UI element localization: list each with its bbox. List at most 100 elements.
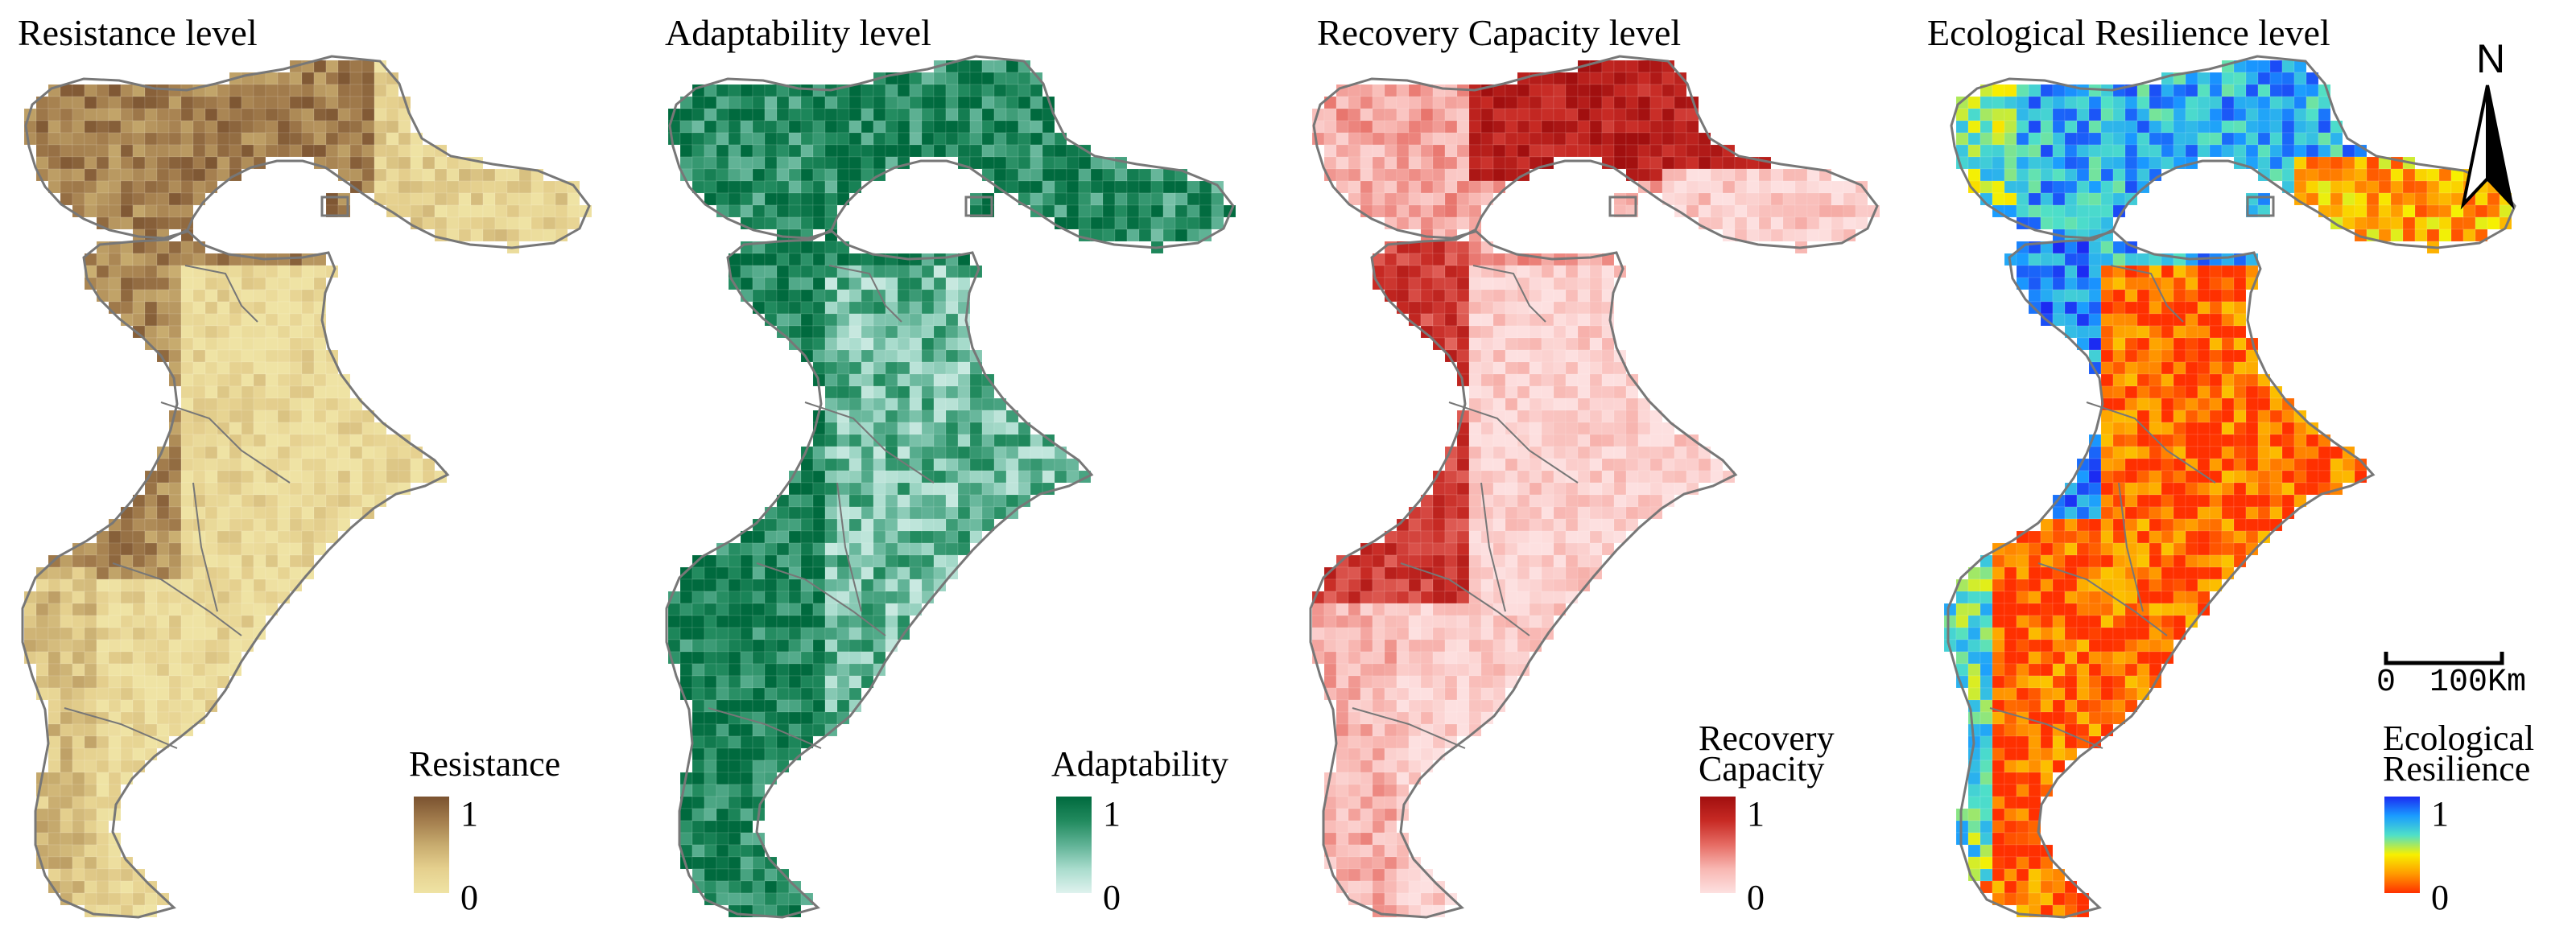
map-cell	[265, 361, 279, 375]
map-cell	[1468, 385, 1482, 399]
map-cell	[192, 397, 206, 411]
map-cell	[229, 96, 242, 109]
map-cell	[241, 120, 254, 134]
map-cell	[1601, 446, 1615, 459]
map-cell	[679, 591, 693, 604]
map-cell	[1565, 277, 1579, 290]
map-cell	[1396, 156, 1410, 170]
map-cell	[96, 265, 109, 278]
map-cell	[1480, 385, 1494, 399]
map-cell	[691, 735, 705, 749]
map-cell	[909, 566, 923, 580]
map-cell	[144, 265, 158, 278]
map-cell	[921, 422, 935, 435]
map-cell	[2112, 385, 2126, 399]
map-cell	[897, 96, 910, 109]
map-cell	[72, 808, 85, 821]
map-cell	[1384, 108, 1397, 121]
map-cell	[716, 144, 729, 158]
map-cell	[374, 482, 387, 496]
map-cell	[909, 518, 923, 532]
map-cell	[1505, 132, 1518, 146]
map-cell	[1408, 651, 1422, 665]
map-cell	[800, 325, 814, 339]
map-cell	[836, 446, 850, 459]
map-cell	[2088, 108, 2102, 121]
map-cell	[1553, 120, 1567, 134]
map-cell	[2112, 494, 2126, 508]
map-cell	[1432, 530, 1446, 544]
map-cell	[241, 373, 254, 387]
map-cell	[1480, 241, 1494, 254]
map-cell	[180, 711, 194, 725]
map-cell	[1979, 868, 1993, 882]
map-cell	[2064, 687, 2078, 701]
map-cell	[2052, 216, 2066, 230]
map-cell	[1456, 542, 1470, 556]
map-cell	[1674, 120, 1687, 134]
map-cell	[386, 96, 399, 109]
map-cell	[2173, 132, 2186, 146]
map-cell	[494, 216, 508, 230]
map-cell	[1384, 868, 1397, 882]
map-cell	[337, 458, 351, 471]
map-cell	[2040, 699, 2054, 713]
map-cell	[764, 301, 778, 315]
map-cell	[96, 108, 109, 121]
map-cell	[2149, 603, 2162, 616]
map-cell	[2112, 180, 2126, 194]
map-cell	[253, 325, 266, 339]
map-cell	[1420, 747, 1434, 761]
map-cell	[192, 301, 206, 315]
map-cell	[422, 156, 436, 170]
map-cell	[301, 518, 315, 532]
map-cell	[2100, 603, 2114, 616]
map-cell	[1078, 180, 1092, 194]
map-cell	[1625, 84, 1639, 97]
map-cell	[2233, 494, 2247, 508]
map-cell	[156, 180, 170, 194]
map-cell	[1553, 410, 1567, 423]
map-cell	[909, 120, 923, 134]
map-cell	[2088, 566, 2102, 580]
map-cell	[2197, 434, 2211, 447]
map-cell	[47, 760, 61, 773]
map-cell	[2052, 108, 2066, 121]
map-cell	[824, 96, 838, 109]
map-cell	[2233, 325, 2247, 339]
map-cell	[800, 277, 814, 290]
map-cell	[289, 361, 303, 375]
map-cell	[2173, 313, 2186, 327]
map-cell	[241, 325, 254, 339]
map-cell	[764, 168, 778, 182]
map-cell	[957, 397, 971, 411]
map-cell	[1577, 482, 1591, 496]
map-cell	[265, 96, 279, 109]
map-cell	[1018, 84, 1031, 97]
map-cell	[60, 735, 73, 749]
map-cell	[2088, 325, 2102, 339]
map-cell	[728, 615, 741, 628]
map-cell	[2197, 458, 2211, 471]
map-cell	[1335, 591, 1349, 604]
map-cell	[836, 397, 850, 411]
map-cell	[2088, 603, 2102, 616]
map-cell	[2052, 253, 2066, 266]
map-cell	[1066, 204, 1080, 218]
map-cell	[2197, 120, 2211, 134]
map-cell	[108, 603, 122, 616]
map-cell	[691, 651, 705, 665]
map-cell	[1018, 168, 1031, 182]
map-cell	[229, 325, 242, 339]
map-cell	[704, 144, 717, 158]
map-cell	[2028, 651, 2041, 665]
map-cell	[2016, 796, 2029, 809]
map-cell	[1372, 844, 1385, 858]
map-cell	[2233, 144, 2247, 158]
map-cell	[1674, 446, 1687, 459]
map-cell	[1492, 446, 1506, 459]
map-cell	[1992, 192, 2005, 206]
map-cell	[144, 663, 158, 677]
map-cell	[1444, 627, 1458, 640]
map-cell	[1335, 108, 1349, 121]
